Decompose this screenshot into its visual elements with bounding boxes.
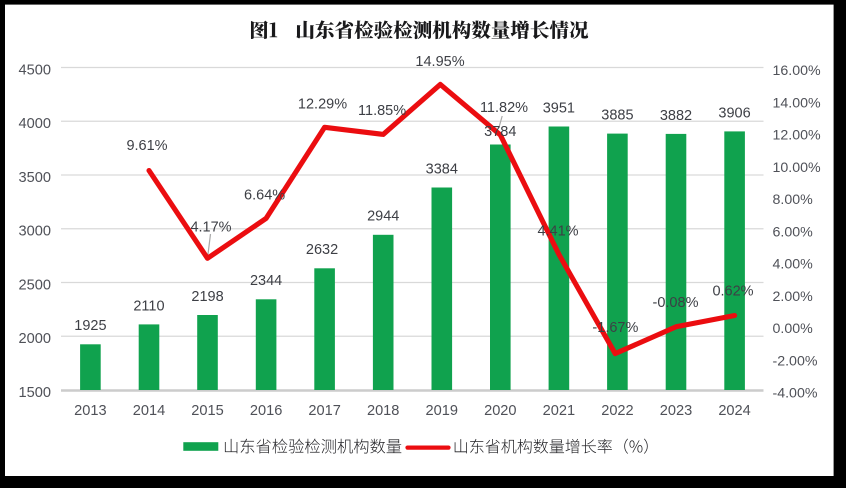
svg-text:2016: 2016 — [250, 403, 282, 419]
svg-text:4.41%: 4.41% — [537, 224, 578, 240]
svg-text:3951: 3951 — [543, 100, 575, 116]
svg-text:-4.00%: -4.00% — [773, 386, 818, 402]
svg-text:2.00%: 2.00% — [773, 289, 814, 305]
svg-text:3882: 3882 — [660, 108, 692, 124]
svg-text:2500: 2500 — [19, 277, 51, 293]
svg-text:-1.67%: -1.67% — [592, 320, 638, 336]
svg-text:16.00%: 16.00% — [773, 63, 822, 79]
svg-text:2019: 2019 — [426, 403, 458, 419]
svg-text:12.29%: 12.29% — [298, 97, 347, 113]
svg-text:2017: 2017 — [308, 403, 340, 419]
svg-text:2023: 2023 — [660, 403, 692, 419]
svg-text:2018: 2018 — [367, 403, 399, 419]
svg-text:10.00%: 10.00% — [773, 160, 822, 176]
svg-text:2020: 2020 — [484, 403, 516, 419]
svg-text:2198: 2198 — [191, 289, 223, 305]
svg-text:14.95%: 14.95% — [415, 54, 464, 70]
svg-text:2944: 2944 — [367, 209, 399, 225]
svg-text:4000: 4000 — [19, 116, 51, 132]
svg-text:2024: 2024 — [718, 403, 750, 419]
svg-text:3500: 3500 — [19, 170, 51, 186]
svg-text:-2.00%: -2.00% — [773, 353, 818, 369]
svg-text:2021: 2021 — [543, 403, 575, 419]
svg-text:3784: 3784 — [484, 124, 516, 140]
svg-text:2110: 2110 — [133, 298, 164, 314]
svg-text:3000: 3000 — [19, 224, 51, 240]
svg-text:1925: 1925 — [74, 318, 106, 334]
svg-text:9.61%: 9.61% — [126, 138, 167, 154]
svg-text:2014: 2014 — [133, 403, 165, 419]
svg-text:11.82%: 11.82% — [480, 100, 528, 116]
svg-text:4500: 4500 — [19, 62, 51, 78]
svg-text:6.00%: 6.00% — [773, 224, 814, 240]
svg-text:2022: 2022 — [601, 403, 633, 419]
svg-text:2344: 2344 — [250, 273, 282, 289]
svg-text:0.62%: 0.62% — [712, 284, 753, 300]
svg-text:3885: 3885 — [601, 108, 633, 124]
svg-text:3384: 3384 — [426, 161, 458, 177]
svg-text:3906: 3906 — [718, 105, 750, 121]
svg-text:2013: 2013 — [74, 403, 106, 419]
svg-text:0.00%: 0.00% — [773, 321, 814, 337]
svg-text:8.00%: 8.00% — [773, 192, 814, 208]
svg-text:14.00%: 14.00% — [773, 95, 822, 111]
svg-text:2015: 2015 — [191, 403, 223, 419]
svg-text:2000: 2000 — [19, 331, 51, 347]
svg-text:2632: 2632 — [306, 242, 338, 258]
svg-text:4.17%: 4.17% — [190, 220, 231, 236]
svg-text:1500: 1500 — [19, 385, 51, 401]
svg-text:11.85%: 11.85% — [358, 103, 406, 119]
svg-text:12.00%: 12.00% — [773, 128, 822, 144]
svg-text:-0.08%: -0.08% — [653, 295, 699, 311]
svg-text:4.00%: 4.00% — [773, 257, 814, 273]
svg-text:6.64%: 6.64% — [244, 188, 285, 204]
